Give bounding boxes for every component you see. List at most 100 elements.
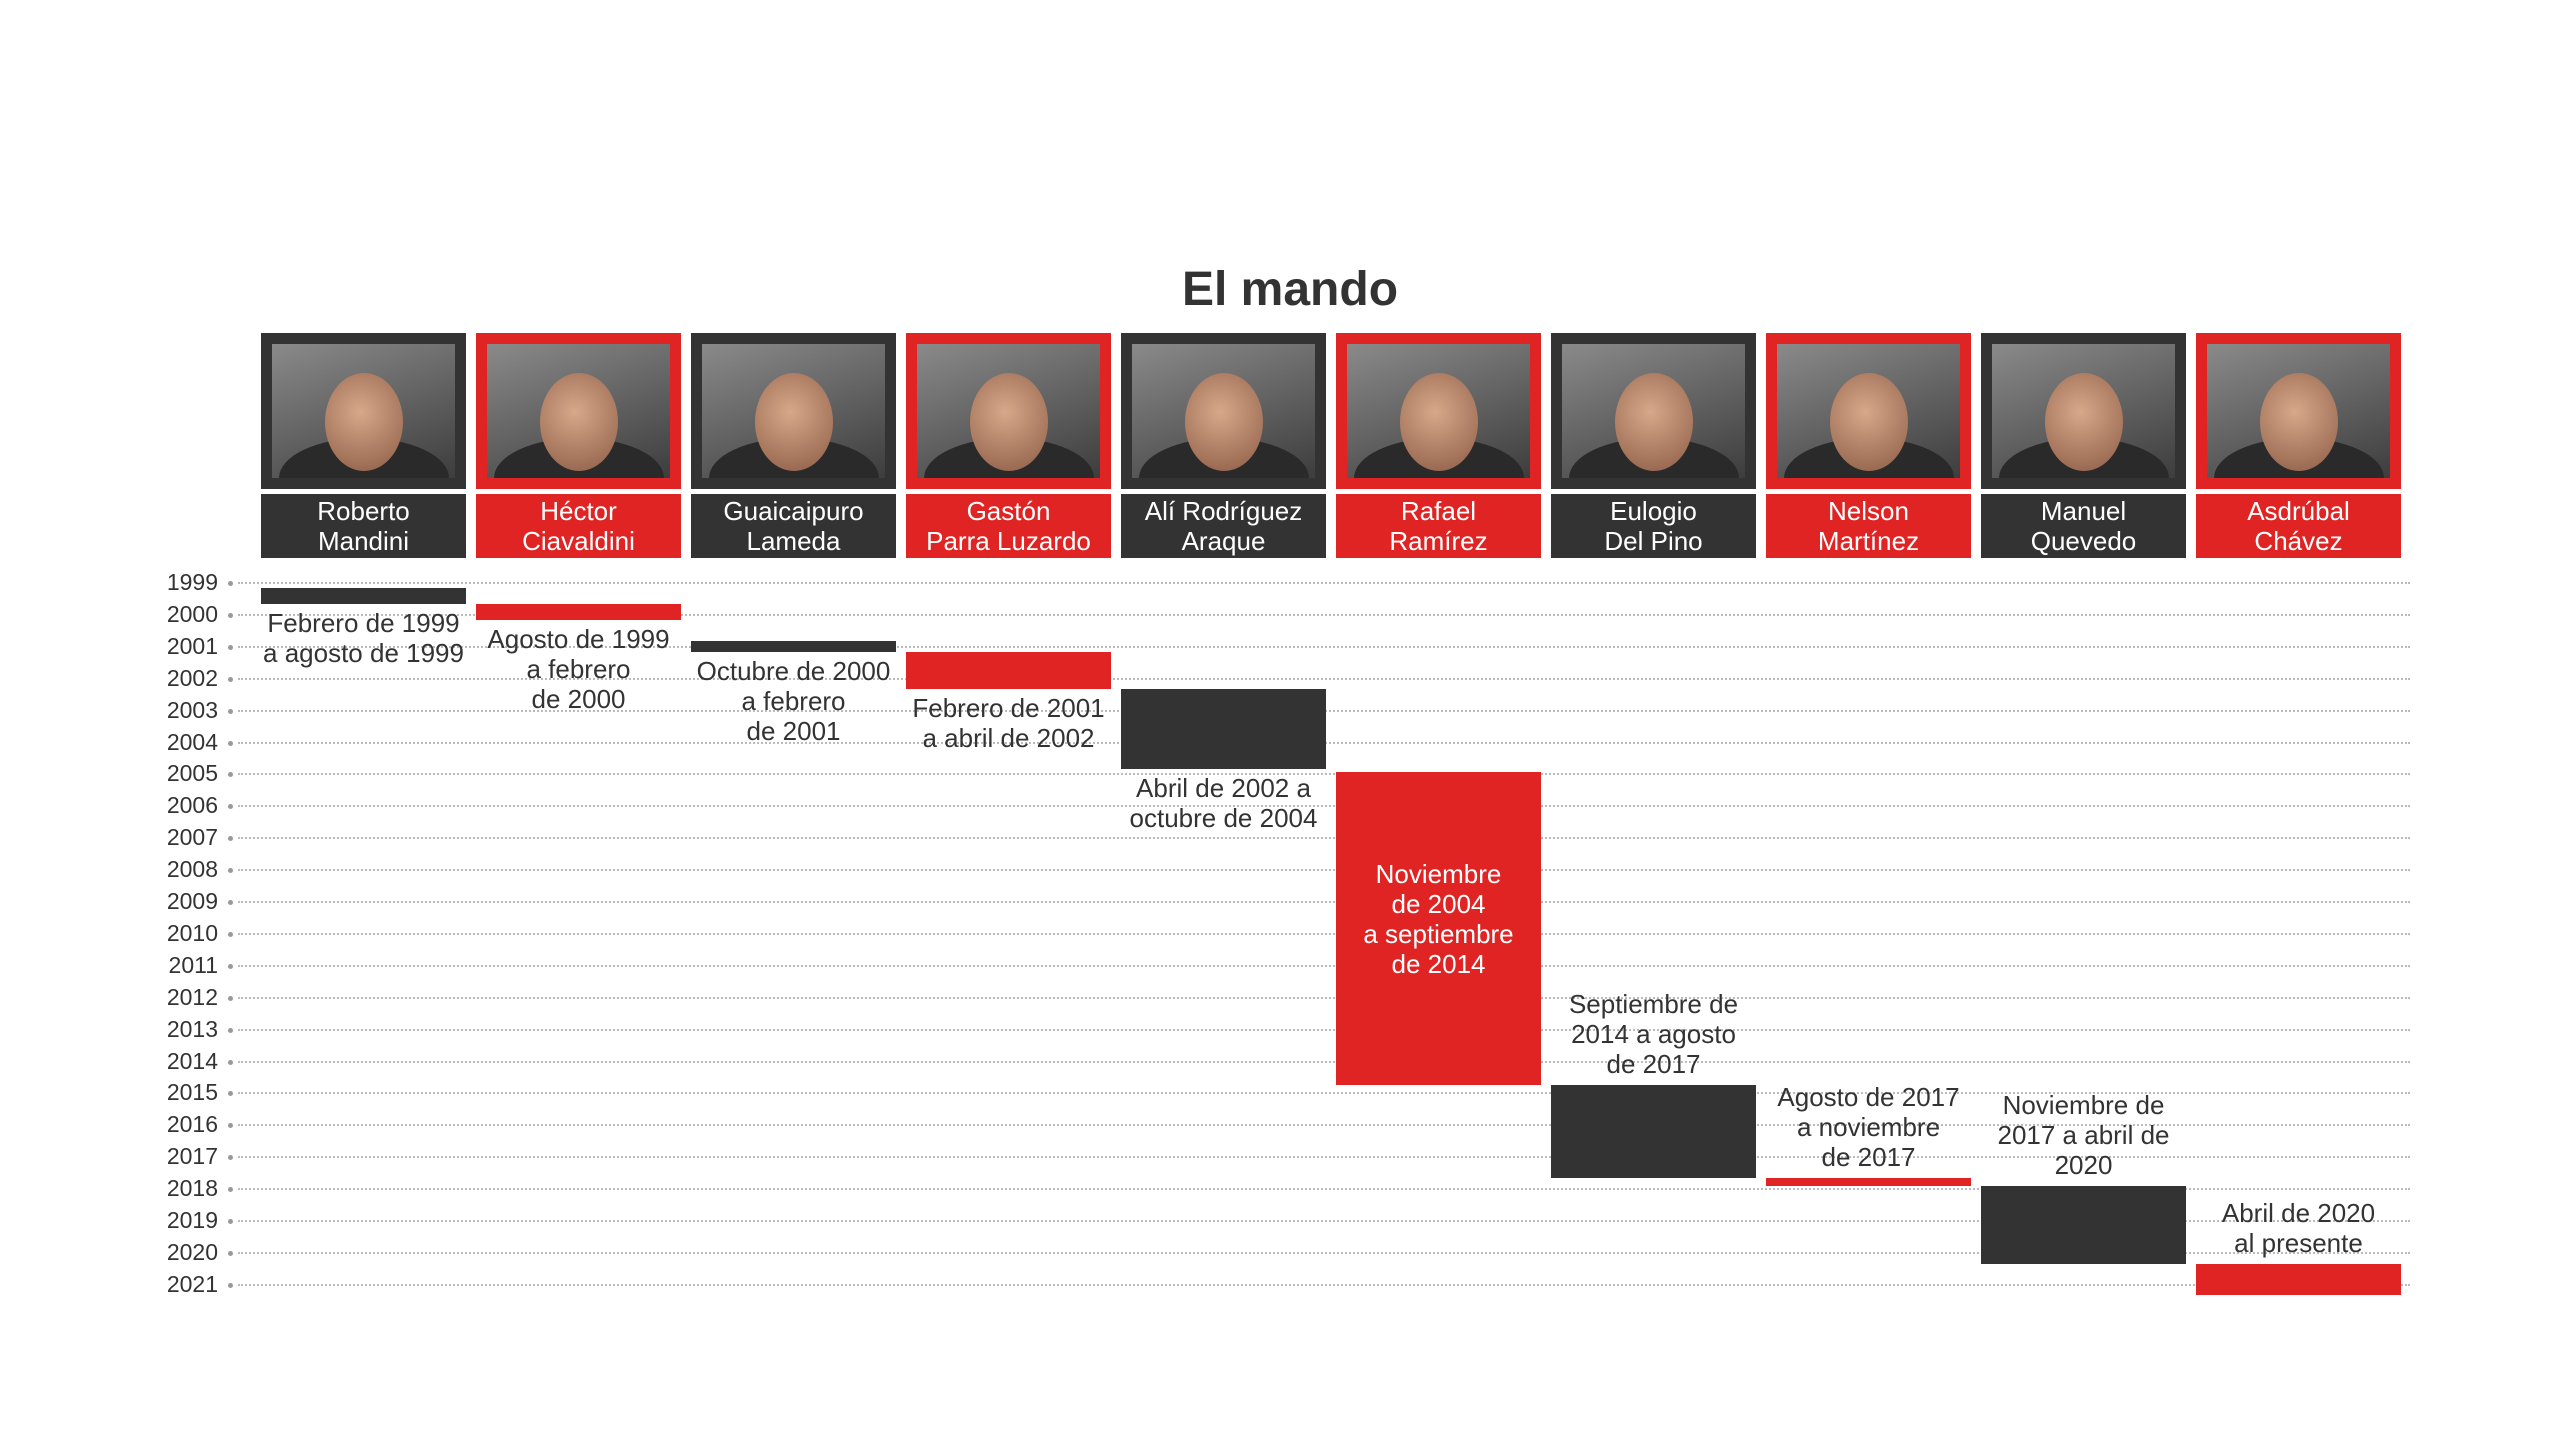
photo-image [1992, 344, 2175, 478]
y-tick-label: 2007 [166, 824, 218, 851]
tick-dot [228, 772, 233, 778]
tick-dot [228, 868, 233, 874]
tick-dot [228, 1027, 233, 1033]
person-photo [1121, 333, 1326, 489]
person-card: Nelson Martínez [1766, 333, 1971, 558]
photo-image [1347, 344, 1530, 478]
photo-image [702, 344, 885, 478]
person-card: Alí Rodríguez Araque [1121, 333, 1326, 558]
tick-dot [228, 836, 233, 842]
photo-silhouette-face [2044, 373, 2123, 472]
person-name: Guaicaipuro Lameda [691, 494, 896, 558]
tick-dot [228, 1155, 233, 1161]
person-name: Héctor Ciavaldini [476, 494, 681, 558]
photo-image [1562, 344, 1745, 478]
photo-silhouette-face [754, 373, 833, 472]
person-name: Manuel Quevedo [1981, 494, 2186, 558]
tenure-label: Agosto de 2017 a noviembre de 2017 [1777, 1082, 1960, 1173]
gridline [238, 837, 2410, 840]
y-tick-label: 2008 [166, 856, 218, 883]
gridline [238, 773, 2410, 776]
photo-silhouette-face [1829, 373, 1908, 472]
tenure-label: Agosto de 1999 a febrero de 2000 [487, 624, 670, 715]
gridline [238, 1028, 2410, 1031]
tenure-bar [906, 652, 1111, 690]
gridline [238, 1124, 2410, 1127]
person-card: Roberto Mandini [261, 333, 466, 558]
gridline [238, 964, 2410, 967]
tenure-bar [2196, 1263, 2401, 1296]
tick-dot [228, 1091, 233, 1097]
gridline [238, 613, 2410, 616]
tick-dot [228, 1250, 233, 1256]
tenure-bar [476, 604, 681, 621]
y-tick-label: 2002 [166, 664, 218, 691]
photo-image [1132, 344, 1315, 478]
y-tick-label: 2009 [166, 888, 218, 914]
y-tick-label: 2021 [166, 1270, 218, 1297]
person-photo [2196, 333, 2401, 489]
y-tick-label: 2020 [166, 1238, 218, 1265]
tenure-bar [691, 641, 896, 653]
gridline [238, 582, 2410, 584]
tenure-label: Abril de 2002 a octubre de 2004 [1129, 773, 1318, 834]
y-tick-label: 2005 [166, 760, 218, 787]
gridline [238, 1251, 2410, 1254]
person-name: Roberto Mandini [261, 494, 466, 558]
y-tick-label: 1999 [166, 569, 218, 595]
photo-silhouette-face [2259, 373, 2338, 472]
tenure-label: Septiembre de 2014 a agosto de 2017 [1568, 989, 1739, 1080]
photo-image [917, 344, 1100, 478]
y-tick-label: 2000 [166, 600, 218, 627]
person-photo [261, 333, 466, 489]
y-tick-label: 2016 [166, 1111, 218, 1138]
photo-image [272, 344, 455, 478]
gridline [238, 645, 2410, 648]
gridline [238, 1283, 2410, 1286]
tenure-label: Febrero de 2001 a abril de 2002 [912, 693, 1105, 754]
person-photo [1336, 333, 1541, 489]
photo-silhouette-face [1614, 373, 1693, 472]
person-card: Héctor Ciavaldini [476, 333, 681, 558]
gridline [238, 1092, 2410, 1095]
tenure-bar [1121, 689, 1326, 770]
tick-dot [228, 581, 233, 586]
person-photo [476, 333, 681, 489]
gridline [238, 1188, 2410, 1191]
person-card: Rafael Ramírez [1336, 333, 1541, 558]
photo-silhouette-face [969, 373, 1048, 472]
y-tick-label: 2004 [166, 728, 218, 755]
y-tick-label: 2019 [166, 1207, 218, 1233]
person-card: Asdrúbal Chávez [2196, 333, 2401, 558]
tick-dot [228, 963, 233, 969]
y-tick-label: 2018 [166, 1175, 218, 1202]
photo-image [2207, 344, 2390, 478]
person-card: Eulogio Del Pino [1551, 333, 1756, 558]
person-card: Gastón Parra Luzardo [906, 333, 1111, 558]
tenure-label: Noviembre de 2017 a abril de 2020 [1997, 1090, 2170, 1181]
y-tick-label: 2015 [166, 1079, 218, 1106]
y-tick-label: 2011 [168, 951, 218, 978]
y-tick-label: 2003 [166, 696, 218, 723]
photo-silhouette-face [324, 373, 403, 472]
person-photo [1766, 333, 1971, 489]
photo-image [487, 344, 670, 478]
y-tick-label: 2010 [166, 919, 218, 946]
tick-dot [228, 1059, 233, 1065]
chart-title: El mando [1181, 263, 1399, 316]
tick-dot [228, 644, 233, 650]
person-card: Manuel Quevedo [1981, 333, 2186, 558]
tenure-bar [1336, 771, 1541, 1086]
tick-dot [228, 1187, 233, 1193]
tick-dot [228, 676, 233, 682]
gridline [238, 869, 2410, 872]
tick-dot [228, 900, 233, 905]
person-name: Eulogio Del Pino [1551, 494, 1756, 558]
person-name: Asdrúbal Chávez [2196, 494, 2401, 558]
gridline [238, 805, 2410, 808]
photo-image [1777, 344, 1960, 478]
tick-dot [228, 1282, 233, 1288]
tick-dot [228, 612, 233, 618]
tick-dot [228, 931, 233, 937]
gridline [238, 901, 2410, 903]
